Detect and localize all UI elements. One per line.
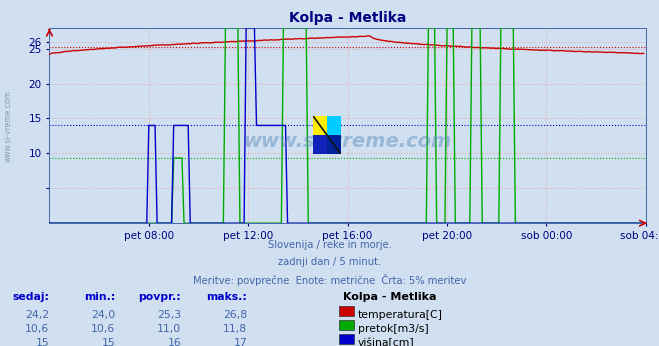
Text: 15: 15 bbox=[36, 338, 49, 346]
Text: maks.:: maks.: bbox=[206, 292, 247, 302]
Text: 15: 15 bbox=[101, 338, 115, 346]
Text: 26,8: 26,8 bbox=[223, 310, 247, 320]
Text: 24,0: 24,0 bbox=[91, 310, 115, 320]
Text: 11,0: 11,0 bbox=[157, 324, 181, 334]
Text: 24,2: 24,2 bbox=[25, 310, 49, 320]
Text: zadnji dan / 5 minut.: zadnji dan / 5 minut. bbox=[278, 257, 381, 267]
Text: www.si-vreme.com: www.si-vreme.com bbox=[243, 131, 452, 151]
Text: Meritve: povprečne  Enote: metrične  Črta: 5% meritev: Meritve: povprečne Enote: metrične Črta:… bbox=[193, 274, 466, 286]
Text: pretok[m3/s]: pretok[m3/s] bbox=[358, 324, 428, 334]
Text: 16: 16 bbox=[167, 338, 181, 346]
Text: 11,8: 11,8 bbox=[223, 324, 247, 334]
Text: temperatura[C]: temperatura[C] bbox=[358, 310, 443, 320]
Text: povpr.:: povpr.: bbox=[138, 292, 181, 302]
Polygon shape bbox=[327, 135, 341, 154]
Polygon shape bbox=[313, 116, 327, 135]
Text: Slovenija / reke in morje.: Slovenija / reke in morje. bbox=[268, 240, 391, 251]
Text: višina[cm]: višina[cm] bbox=[358, 338, 415, 346]
Text: sedaj:: sedaj: bbox=[13, 292, 49, 302]
Title: Kolpa - Metlika: Kolpa - Metlika bbox=[289, 11, 407, 25]
Polygon shape bbox=[313, 135, 327, 154]
Text: 25,3: 25,3 bbox=[157, 310, 181, 320]
Polygon shape bbox=[327, 116, 341, 135]
Text: min.:: min.: bbox=[84, 292, 115, 302]
Text: Kolpa - Metlika: Kolpa - Metlika bbox=[343, 292, 436, 302]
Text: www.si-vreme.com: www.si-vreme.com bbox=[3, 90, 13, 162]
Text: 10,6: 10,6 bbox=[91, 324, 115, 334]
Text: 17: 17 bbox=[233, 338, 247, 346]
Text: 10,6: 10,6 bbox=[25, 324, 49, 334]
